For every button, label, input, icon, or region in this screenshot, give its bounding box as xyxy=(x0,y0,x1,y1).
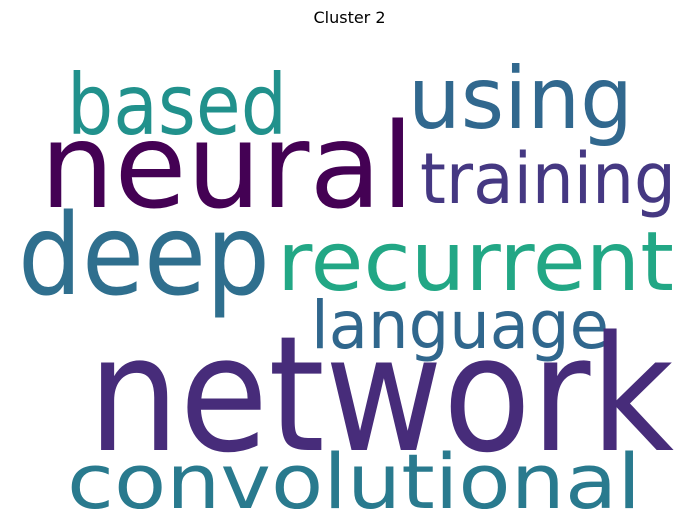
word-using: using xyxy=(408,49,633,149)
word-based: based xyxy=(67,56,287,154)
word-neural: neural xyxy=(40,97,414,235)
word-network: network xyxy=(88,301,674,488)
word-convolutional: convolutional xyxy=(67,437,641,526)
word-training: training xyxy=(420,138,676,220)
word-deep: deep xyxy=(18,191,270,321)
word-language: language xyxy=(311,287,609,364)
chart-title: Cluster 2 xyxy=(313,8,386,27)
word-recurrent: recurrent xyxy=(277,215,674,310)
